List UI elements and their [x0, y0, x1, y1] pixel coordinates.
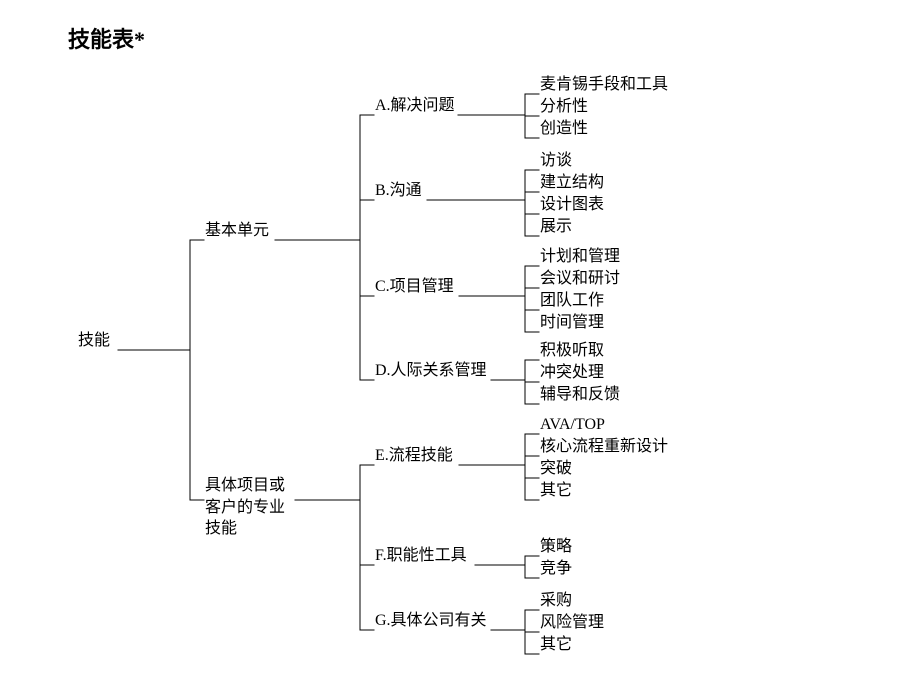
- tree-node: 创造性: [540, 118, 588, 140]
- tree-node: F.职能性工具: [375, 545, 467, 567]
- tree-node: 具体项目或客户的专业技能: [205, 475, 285, 540]
- tree-node: 访谈: [540, 150, 572, 172]
- tree-node: 风险管理: [540, 612, 604, 634]
- tree-node: 突破: [540, 458, 572, 480]
- tree-node: 展示: [540, 216, 572, 238]
- tree-node: 策略: [540, 536, 572, 558]
- tree-node: 设计图表: [540, 194, 604, 216]
- tree-node: B.沟通: [375, 180, 422, 202]
- tree-node: AVA/TOP: [540, 414, 605, 436]
- tree-node: 技能: [78, 330, 110, 352]
- tree-node: 基本单元: [205, 220, 269, 242]
- tree-node: 麦肯锡手段和工具: [540, 74, 668, 96]
- diagram-title: 技能表*: [68, 22, 145, 54]
- tree-node: 团队工作: [540, 290, 604, 312]
- tree-node: D.人际关系管理: [375, 360, 487, 382]
- tree-node: 其它: [540, 634, 572, 656]
- tree-node: 计划和管理: [540, 246, 620, 268]
- tree-node: 核心流程重新设计: [540, 436, 668, 458]
- tree-node: 其它: [540, 480, 572, 502]
- tree-node: A.解决问题: [375, 95, 455, 117]
- tree-node: 竞争: [540, 558, 572, 580]
- tree-node: 冲突处理: [540, 362, 604, 384]
- tree-node: E.流程技能: [375, 445, 453, 467]
- tree-node: C.项目管理: [375, 276, 454, 298]
- tree-node: 建立结构: [540, 172, 604, 194]
- tree-node: 积极听取: [540, 340, 604, 362]
- tree-node: 会议和研讨: [540, 268, 620, 290]
- tree-node: 辅导和反馈: [540, 384, 620, 406]
- tree-node: 分析性: [540, 96, 588, 118]
- bracket-lines: [0, 0, 920, 690]
- tree-node: 时间管理: [540, 312, 604, 334]
- tree-node: 采购: [540, 590, 572, 612]
- tree-node: G.具体公司有关: [375, 610, 487, 632]
